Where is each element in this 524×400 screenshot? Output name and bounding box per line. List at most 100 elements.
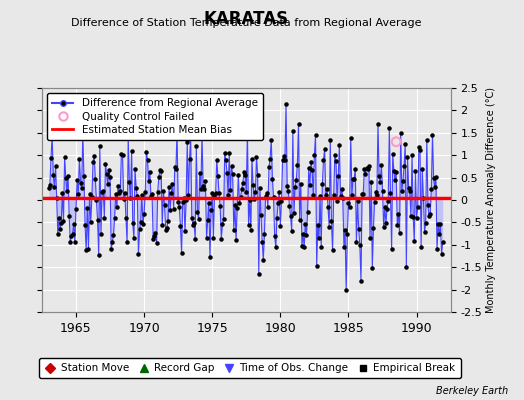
Point: [320, 146, 329, 152]
Point: [198, 132, 206, 138]
Point: [412, 215, 421, 221]
Point: [128, 220, 137, 227]
Point: [48, 132, 56, 139]
Point: [353, 198, 362, 205]
Point: [187, 135, 195, 141]
Point: [95, 143, 104, 150]
Point: [341, 227, 349, 234]
Point: [162, 225, 171, 231]
Point: [54, 215, 63, 221]
Point: [189, 222, 197, 228]
Point: [258, 239, 266, 245]
Point: [185, 156, 194, 162]
Point: [407, 213, 415, 219]
Point: [63, 188, 71, 194]
Point: [92, 197, 101, 203]
Point: [149, 236, 157, 242]
Point: [323, 186, 331, 192]
Point: [326, 136, 334, 143]
Point: [365, 162, 373, 169]
Point: [378, 187, 387, 194]
Point: [132, 185, 140, 191]
Point: [313, 222, 322, 228]
Point: [393, 222, 401, 228]
Point: [174, 198, 182, 205]
Point: [177, 250, 185, 256]
Text: Difference of Station Temperature Data from Regional Average: Difference of Station Temperature Data f…: [71, 18, 421, 28]
Point: [395, 230, 403, 236]
Point: [176, 222, 184, 229]
Point: [191, 236, 199, 242]
Point: [285, 202, 293, 209]
Point: [154, 188, 162, 195]
Point: [220, 216, 228, 222]
Point: [361, 171, 369, 177]
Point: [227, 163, 236, 170]
Point: [272, 215, 281, 221]
Point: [363, 165, 371, 172]
Point: [217, 236, 225, 242]
Point: [158, 222, 167, 228]
Point: [276, 222, 285, 229]
Point: [340, 244, 348, 250]
Point: [356, 242, 364, 248]
Point: [79, 132, 87, 138]
Point: [139, 221, 147, 227]
Point: [288, 228, 296, 234]
Point: [292, 177, 300, 184]
Point: [257, 212, 265, 218]
Point: [53, 231, 62, 238]
Point: [283, 183, 291, 190]
Point: [268, 176, 277, 182]
Point: [339, 195, 347, 201]
Point: [335, 142, 344, 148]
Point: [386, 190, 395, 196]
Point: [302, 232, 311, 238]
Point: [77, 180, 85, 186]
Point: [127, 147, 136, 154]
Point: [394, 211, 402, 217]
Point: [374, 121, 382, 127]
Point: [117, 151, 126, 158]
Point: [438, 251, 446, 257]
Point: [91, 176, 100, 182]
Point: [125, 179, 134, 186]
Point: [403, 154, 412, 160]
Point: [190, 220, 198, 226]
Point: [317, 244, 325, 250]
Point: [274, 200, 282, 206]
Point: [235, 200, 244, 206]
Point: [432, 174, 440, 180]
Point: [109, 232, 117, 238]
Point: [263, 190, 271, 197]
Point: [85, 190, 94, 197]
Point: [397, 130, 405, 136]
Point: [163, 218, 172, 224]
Point: [269, 193, 278, 200]
Point: [180, 195, 188, 202]
Point: [172, 166, 180, 172]
Point: [211, 190, 220, 196]
Point: [166, 207, 174, 213]
Point: [259, 256, 267, 263]
Point: [58, 190, 67, 196]
Point: [388, 151, 397, 157]
Point: [241, 172, 249, 178]
Point: [439, 239, 447, 245]
Point: [344, 200, 353, 206]
Point: [90, 152, 99, 159]
Point: [129, 235, 138, 241]
Point: [142, 149, 150, 155]
Point: [240, 169, 248, 175]
Point: [73, 177, 81, 183]
Point: [264, 204, 272, 210]
Point: [401, 141, 409, 148]
Point: [303, 209, 312, 215]
Point: [421, 220, 430, 226]
Point: [342, 287, 351, 294]
Point: [159, 187, 168, 194]
Point: [433, 246, 441, 252]
Point: [181, 228, 189, 234]
Point: [116, 187, 124, 194]
Point: [65, 213, 73, 219]
